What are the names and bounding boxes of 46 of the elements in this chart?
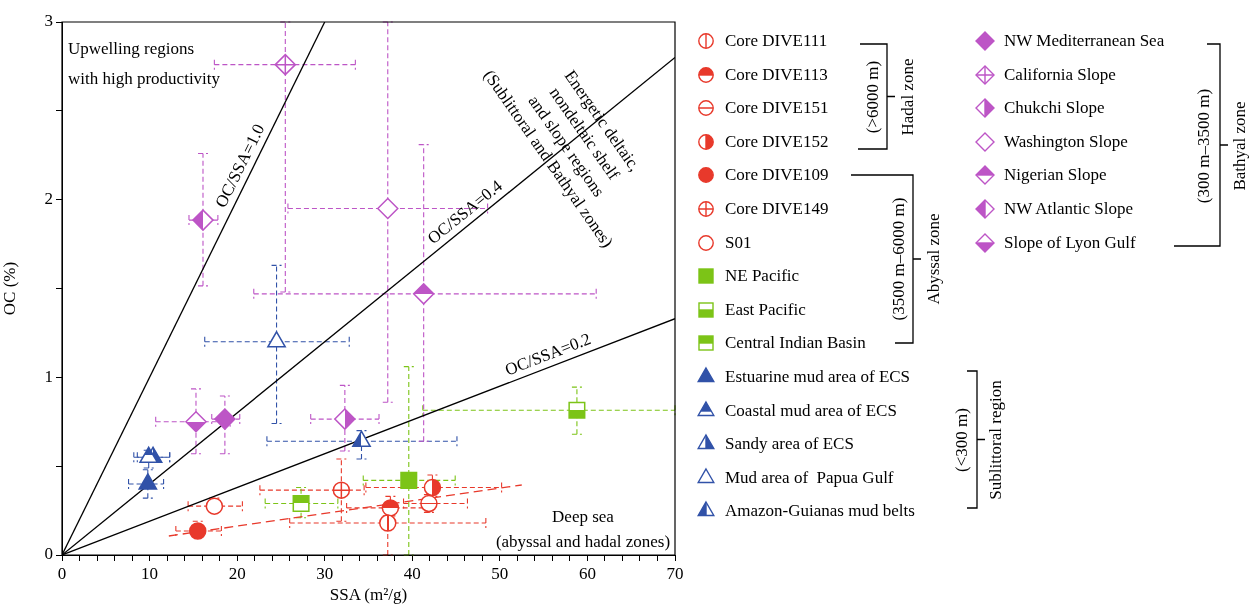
legend-label: Core DIVE111 [725,31,828,51]
text: (300 m–3500 m) [1194,88,1214,204]
x-tick-label: 10 [141,563,159,583]
text: Abyssal zone [924,213,944,305]
y-tick-label: 2 [44,189,53,209]
legend-label: Core DIVE149 [725,199,829,219]
legend-label: Coastal mud area of ECS [725,400,897,421]
text: (<300 m) [952,408,972,472]
text: (>6000 m) [863,60,883,134]
x-axis-title: SSA (m²/g) [329,585,408,605]
y-tick-label: 3 [44,11,53,31]
y-tick-label: 0 [44,544,53,564]
y-axis-title: OC (%) [0,261,19,316]
legend-label: Core DIVE152 [725,131,829,152]
legend-label: California Slope [1004,64,1116,85]
text: Sublittoral region [986,380,1006,500]
legend-label: Estuarine mud area of ECS [725,367,911,387]
legend-label: Sandy area of ECS [725,434,854,455]
legend-label: Nigerian Slope [1004,165,1107,186]
legend-label: Core DIVE151 [725,98,829,119]
x-tick-label: 70 [666,563,684,583]
x-tick-label: 60 [578,563,596,583]
x-tick-label: 40 [403,563,421,583]
legend-label: Core DIVE109 [725,165,829,186]
legend-label: NW Mediterranean Sea [1004,31,1165,51]
legend-label: Washington Slope [1004,131,1128,152]
legend-label: Chukchi Slope [1004,98,1105,119]
annotation: Deep sea (abyssal and hadal zones) [495,506,671,553]
legend-label: East Pacific [725,299,806,320]
y-tick-label: 1 [44,366,53,386]
text: Hadal zone [898,58,918,136]
x-tick-label: 20 [228,563,246,583]
text: (3500 m–6000 m) [889,197,909,321]
text: Bathyal zone [1230,101,1250,191]
legend-label: S01 [725,232,752,253]
legend-label: Central Indian Basin [725,333,866,354]
annotation: Upwelling regions with high productivity [68,38,221,90]
x-tick-label: 0 [57,563,67,583]
legend-label: NW Atlantic Slope [1004,199,1134,219]
legend-label: NE Pacific [725,266,800,287]
legend-label: Core DIVE113 [725,64,828,85]
x-tick-label: 50 [491,563,509,583]
legend-label: Mud area of Papua Gulf [725,467,894,488]
legend-label: Slope of Lyon Gulf [1004,232,1136,253]
x-tick-label: 30 [316,563,334,583]
legend-label: Amazon-Guianas mud belts [725,501,915,522]
